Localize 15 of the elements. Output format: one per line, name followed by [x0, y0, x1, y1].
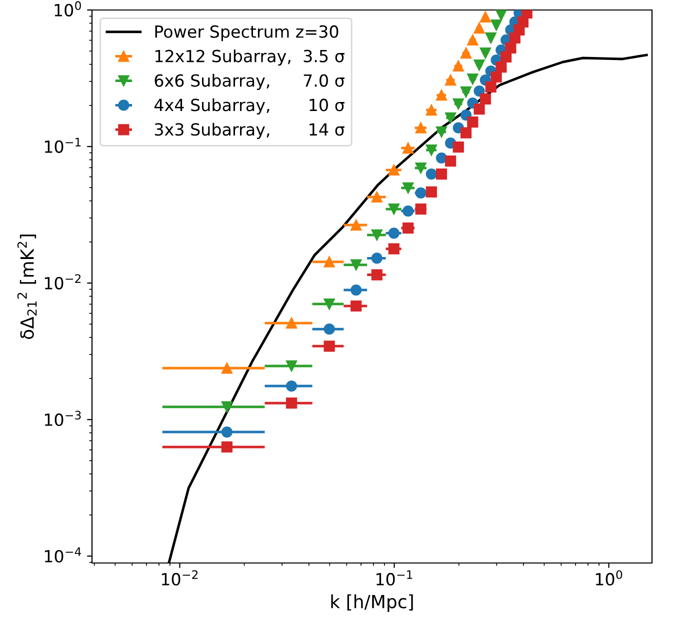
legend-label: 12x12 Subarray, 3.5 σ — [155, 49, 344, 66]
legend-label: 3x3 Subarray, 14 σ — [154, 122, 344, 139]
x-tick-label: 10$^{−1}$ — [376, 570, 412, 586]
y-tick-label: 10$^{−3}$ — [44, 410, 81, 426]
x-tick-label: 10$^{0}$ — [596, 570, 622, 586]
legend-label: 4x4 Subarray, 10 σ — [154, 98, 344, 115]
y-axis-title: δΔ$_{21}$$^{2}$ [mK$^{2}$] — [17, 234, 37, 339]
x-axis-title: k [h/Mpc] — [331, 594, 413, 612]
x-tick-label: 10$^{−2}$ — [162, 570, 198, 586]
y-tick-label: 10$^{−1}$ — [44, 138, 81, 153]
y-tick-label: 10$^{−2}$ — [44, 274, 81, 290]
legend-label: 6x6 Subarray, 7.0 σ — [154, 74, 344, 90]
y-tick-label: 10$^{0}$ — [54, 1, 81, 16]
legend-label: Power Spectrum z=30 — [155, 25, 338, 42]
y-tick-label: 10$^{−4}$ — [44, 547, 82, 563]
